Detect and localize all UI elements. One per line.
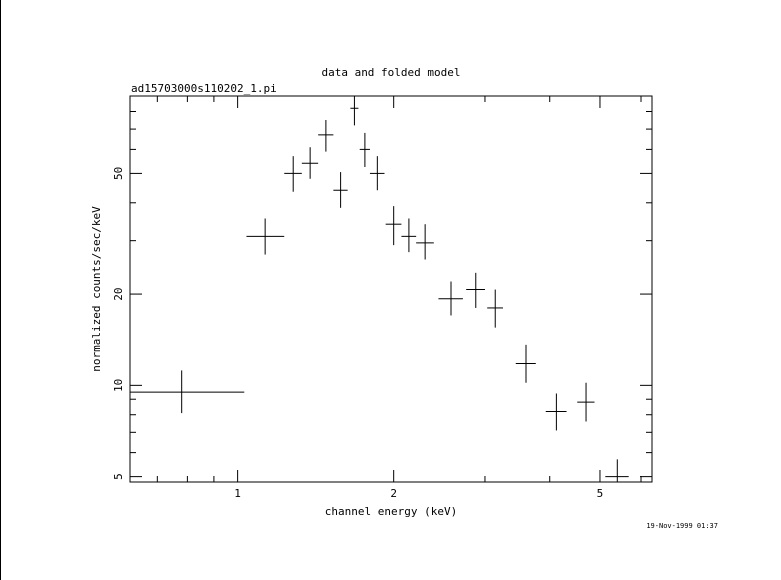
data-point: [577, 382, 595, 422]
data-point: [438, 281, 463, 316]
data-point: [369, 156, 385, 191]
data-point: [515, 344, 536, 383]
data-point: [350, 96, 359, 126]
data-point: [605, 459, 629, 482]
data-point: [416, 224, 434, 260]
data-point: [466, 272, 485, 308]
data-point: [545, 393, 567, 431]
plot-frame: [129, 95, 653, 483]
data-point: [318, 120, 334, 152]
data-points: [130, 96, 629, 482]
x-tick-label: 5: [597, 487, 604, 500]
data-point: [333, 172, 348, 208]
chart-title: data and folded model: [321, 66, 460, 79]
data-point: [284, 156, 302, 192]
data-point: [301, 147, 319, 179]
y-tick-label: 50: [112, 167, 125, 180]
data-point: [246, 218, 285, 255]
data-point: [130, 370, 245, 414]
x-tick-label: 2: [390, 487, 397, 500]
y-axis-label: normalized counts/sec/keV: [90, 206, 103, 372]
x-tick-label: 1: [234, 487, 241, 500]
y-tick-label: 10: [112, 379, 125, 392]
tick-labels: 1 2 5 5 10 20 50: [112, 167, 603, 500]
data-point: [487, 289, 503, 328]
y-tick-label: 20: [112, 287, 125, 300]
window-left-border: [0, 0, 1, 580]
chart-subtitle: ad15703000s110202_1.pi: [131, 82, 277, 95]
x-axis-label: channel energy (keV): [325, 505, 457, 518]
timestamp: 19-Nov-1999 01:37: [646, 522, 718, 530]
data-point: [359, 132, 370, 167]
y-tick-label: 5: [112, 473, 125, 480]
data-point: [401, 218, 417, 253]
data-point: [385, 206, 402, 246]
axis-ticks: [130, 95, 652, 482]
